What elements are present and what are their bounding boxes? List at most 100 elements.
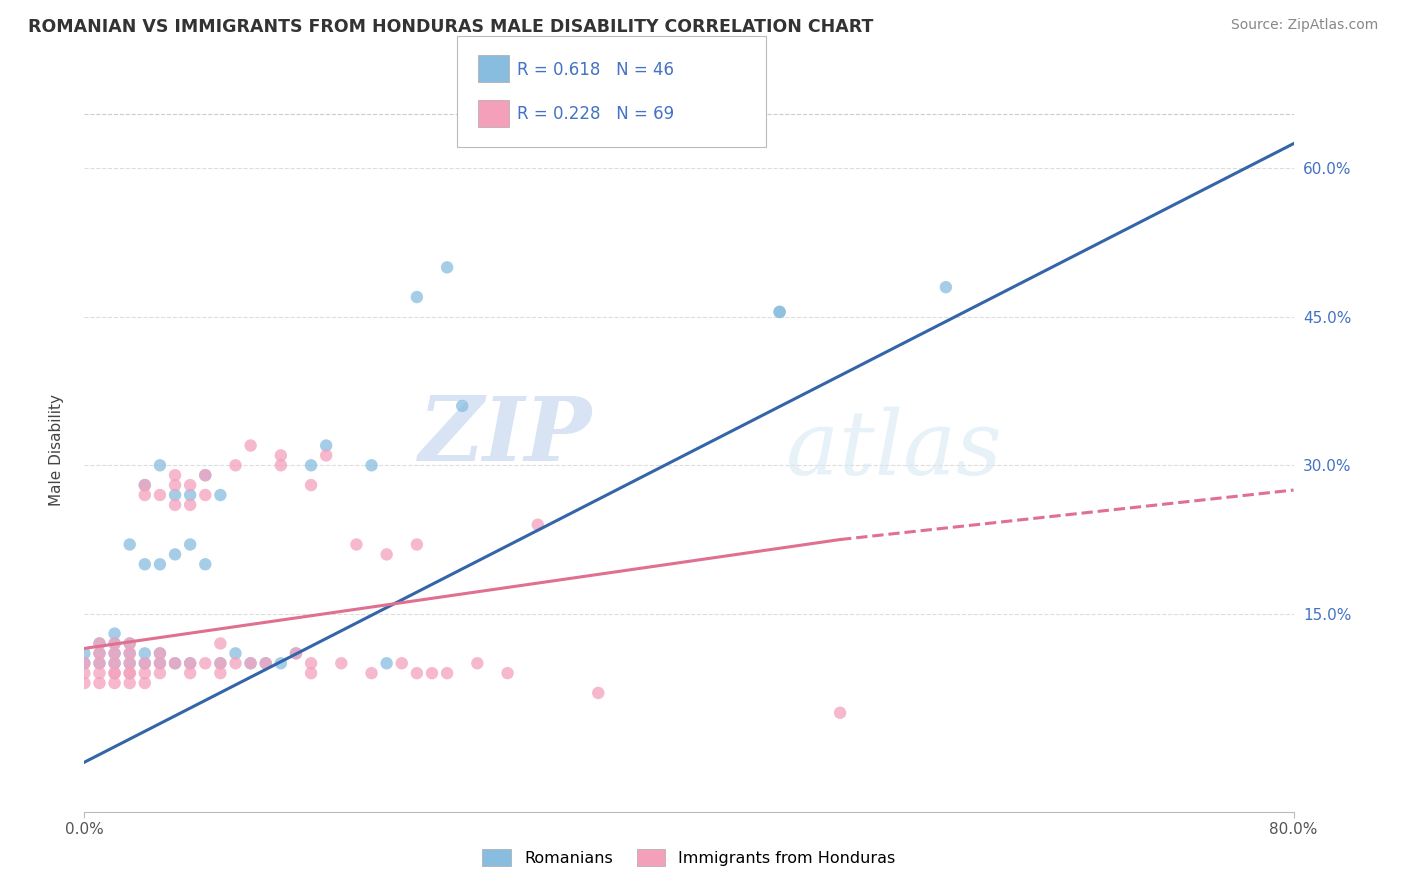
Point	[134, 657, 156, 671]
Point	[149, 657, 172, 671]
Point	[769, 305, 792, 319]
Point	[270, 458, 292, 473]
Point	[104, 657, 127, 671]
Point	[104, 666, 127, 681]
Point	[285, 646, 308, 660]
Point	[89, 657, 111, 671]
Point	[209, 488, 232, 502]
Point	[194, 558, 217, 572]
Point	[769, 305, 792, 319]
Point	[134, 666, 156, 681]
Point	[496, 666, 519, 681]
Point	[436, 260, 458, 275]
Point	[179, 657, 201, 671]
Point	[935, 280, 957, 294]
Point	[89, 646, 111, 660]
Point	[134, 657, 156, 671]
Point	[118, 636, 141, 650]
Point	[315, 438, 337, 452]
Point	[104, 646, 127, 660]
Point	[165, 478, 187, 492]
Point	[149, 488, 172, 502]
Point	[391, 657, 413, 671]
Point	[134, 558, 156, 572]
Y-axis label: Male Disability: Male Disability	[49, 394, 63, 507]
Point	[134, 478, 156, 492]
Point	[239, 438, 262, 452]
Point	[346, 537, 368, 551]
Point	[209, 636, 232, 650]
Point	[830, 706, 852, 720]
Point	[179, 666, 201, 681]
Point	[149, 458, 172, 473]
Point	[104, 676, 127, 690]
Point	[118, 537, 141, 551]
Text: Source: ZipAtlas.com: Source: ZipAtlas.com	[1230, 18, 1378, 32]
Point	[209, 666, 232, 681]
Point	[406, 666, 429, 681]
Text: ROMANIAN VS IMMIGRANTS FROM HONDURAS MALE DISABILITY CORRELATION CHART: ROMANIAN VS IMMIGRANTS FROM HONDURAS MAL…	[28, 18, 873, 36]
Point	[149, 657, 172, 671]
Point	[104, 646, 127, 660]
Point	[209, 657, 232, 671]
Point	[165, 468, 187, 483]
Text: atlas: atlas	[786, 407, 1001, 494]
Point	[179, 657, 201, 671]
Point	[104, 626, 127, 640]
Point	[467, 657, 489, 671]
Point	[165, 657, 187, 671]
Point	[360, 666, 382, 681]
Point	[104, 636, 127, 650]
Point	[299, 478, 322, 492]
Point	[118, 657, 141, 671]
Text: R = 0.618   N = 46: R = 0.618 N = 46	[517, 61, 675, 78]
Point	[179, 498, 201, 512]
Point	[73, 657, 96, 671]
Point	[588, 686, 610, 700]
Text: ZIP: ZIP	[419, 392, 592, 479]
Point	[299, 657, 322, 671]
Point	[104, 657, 127, 671]
Point	[104, 666, 127, 681]
Point	[89, 636, 111, 650]
Point	[118, 636, 141, 650]
Point	[209, 657, 232, 671]
Point	[527, 517, 550, 532]
Point	[225, 458, 247, 473]
Point	[285, 646, 308, 660]
Point	[436, 666, 458, 681]
Point	[134, 676, 156, 690]
Point	[239, 657, 262, 671]
Point	[375, 548, 398, 562]
Point	[89, 636, 111, 650]
Point	[194, 468, 217, 483]
Point	[420, 666, 443, 681]
Point	[149, 558, 172, 572]
Point	[451, 399, 474, 413]
Point	[134, 488, 156, 502]
Point	[299, 666, 322, 681]
Point	[118, 666, 141, 681]
Point	[315, 449, 337, 463]
Point	[194, 468, 217, 483]
Point	[73, 676, 96, 690]
Point	[165, 657, 187, 671]
Point	[89, 676, 111, 690]
Point	[118, 676, 141, 690]
Point	[194, 488, 217, 502]
Point	[406, 290, 429, 304]
Point	[89, 646, 111, 660]
Point	[299, 458, 322, 473]
Point	[270, 657, 292, 671]
Point	[149, 646, 172, 660]
Point	[104, 636, 127, 650]
Legend: Romanians, Immigrants from Honduras: Romanians, Immigrants from Honduras	[477, 843, 901, 872]
Point	[89, 657, 111, 671]
Point	[134, 646, 156, 660]
Point	[225, 646, 247, 660]
Point	[118, 666, 141, 681]
Point	[149, 646, 172, 660]
Point	[406, 537, 429, 551]
Point	[149, 666, 172, 681]
Point	[375, 657, 398, 671]
